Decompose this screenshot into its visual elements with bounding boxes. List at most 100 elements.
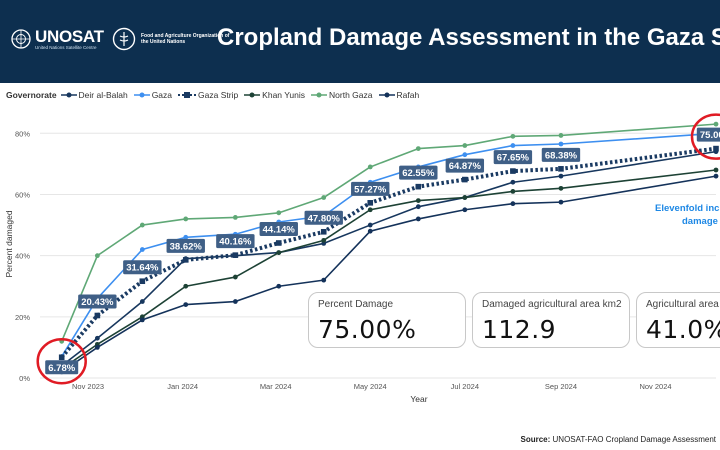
data-point-khan-yunis xyxy=(183,283,189,289)
data-label: 68.38% xyxy=(545,150,578,161)
data-point-gaza xyxy=(183,234,189,240)
data-point-gaza-strip xyxy=(510,168,516,174)
data-label-bg xyxy=(445,158,485,173)
legend-label: Deir al-Balah xyxy=(78,90,128,100)
percent-damage-card: Percent Damage 75.00% xyxy=(308,292,466,348)
data-point-khan-yunis xyxy=(276,250,282,255)
data-point-gaza-strip xyxy=(94,312,101,319)
data-label-bg xyxy=(493,150,533,165)
y-tick-label: 60% xyxy=(15,190,30,199)
data-point-gaza-strip xyxy=(275,240,282,246)
y-tick-label: 0% xyxy=(19,374,30,383)
data-point-rafah xyxy=(713,173,719,179)
legend-item-rafah[interactable]: Rafah xyxy=(378,90,420,100)
legend-item-deir-al-balah[interactable]: Deir al-Balah xyxy=(60,90,128,100)
data-point-gaza-strip xyxy=(139,278,146,285)
agricultural-area-card: Agricultural area km2 41.0% xyxy=(636,292,720,348)
highlight-circle xyxy=(36,338,87,385)
data-label-bg xyxy=(259,221,298,236)
source-label: Source: xyxy=(520,435,551,444)
y-tick-label: 40% xyxy=(15,252,30,261)
data-point-rafah xyxy=(510,201,516,207)
unosat-logo: UNOSAT United Nations Satellite Centre xyxy=(10,24,104,54)
data-label: 64.87% xyxy=(449,161,482,172)
data-point-north-gaza xyxy=(510,133,516,139)
data-label-bg xyxy=(166,238,205,253)
data-label-bg xyxy=(45,360,79,375)
data-point-khan-yunis xyxy=(462,195,468,200)
source-text: UNOSAT-FAO Cropland Damage Assessment xyxy=(552,435,716,444)
data-point-rafah xyxy=(183,302,189,307)
data-point-deir-al-balah xyxy=(510,179,516,185)
legend-item-north-gaza[interactable]: North Gaza xyxy=(311,90,373,100)
data-label: 67.65% xyxy=(497,153,530,164)
data-label: 62.55% xyxy=(402,168,435,179)
data-label: 47.80% xyxy=(308,213,341,224)
chart-annotation: Elevenfold increase damage xyxy=(655,202,720,228)
data-point-north-gaza xyxy=(321,195,327,200)
data-point-rafah xyxy=(321,277,327,283)
card-value: 112.9 xyxy=(482,315,557,344)
data-label-bg xyxy=(541,147,581,162)
data-point-gaza-strip xyxy=(232,252,239,258)
data-label-bg xyxy=(304,210,343,225)
data-point-gaza-strip xyxy=(415,183,422,190)
x-tick-label: Nov 2023 xyxy=(72,382,104,391)
data-point-gaza-strip xyxy=(182,257,189,263)
fao-logo: Food and Agriculture Organization of the… xyxy=(112,27,231,51)
data-point-khan-yunis xyxy=(232,274,238,280)
data-point-khan-yunis xyxy=(558,185,564,191)
data-point-north-gaza xyxy=(713,121,719,127)
x-tick-label: Jul 2024 xyxy=(451,382,479,391)
data-point-rafah xyxy=(415,216,421,222)
y-axis-label: Percent damaged xyxy=(4,210,14,277)
data-point-rafah xyxy=(232,299,238,304)
data-label-bg xyxy=(216,234,255,249)
data-label: 31.64% xyxy=(126,263,159,274)
data-point-deir-al-balah xyxy=(415,204,421,210)
annotation-line-2: damage xyxy=(682,216,718,227)
card-label: Damaged agricultural area km2 xyxy=(482,299,622,310)
data-label-bg xyxy=(123,260,162,275)
data-point-deir-al-balah xyxy=(367,222,373,228)
legend-item-khan-yunis[interactable]: Khan Yunis xyxy=(244,90,305,100)
data-point-rafah xyxy=(462,207,468,213)
x-axis-label: Year xyxy=(410,394,427,404)
legend-label: North Gaza xyxy=(329,90,373,100)
data-point-deir-al-balah xyxy=(558,173,564,179)
data-point-rafah xyxy=(367,228,373,234)
legend-label: Gaza Strip xyxy=(198,90,239,100)
data-label-bg xyxy=(399,165,438,180)
x-tick-label: Sep 2024 xyxy=(545,382,577,391)
data-label: 44.14% xyxy=(263,224,296,235)
card-label: Percent Damage xyxy=(318,299,394,310)
data-label: 20.43% xyxy=(81,297,114,308)
data-point-north-gaza xyxy=(139,222,145,228)
legend-item-gaza[interactable]: Gaza xyxy=(133,90,172,100)
card-label: Agricultural area km2 xyxy=(646,299,720,310)
data-point-gaza xyxy=(558,141,564,147)
data-point-north-gaza xyxy=(94,253,100,259)
y-tick-label: 20% xyxy=(15,313,30,322)
data-point-north-gaza xyxy=(558,133,564,138)
data-label-bg xyxy=(696,127,720,142)
fao-emblem-icon xyxy=(112,27,136,51)
legend-marker-icon xyxy=(133,92,150,98)
legend-label: Rafah xyxy=(396,90,420,100)
chart-legend: Governorate Deir al-Balah Gaza Gaza Stri… xyxy=(6,88,425,102)
data-point-gaza-strip xyxy=(320,228,327,235)
card-value: 41.0% xyxy=(646,315,720,344)
data-label: 75.00% xyxy=(700,130,720,141)
data-label-bg xyxy=(78,294,117,309)
legend-marker-icon xyxy=(378,92,395,98)
unosat-logo-subtext: United Nations Satellite Centre xyxy=(35,44,97,50)
legend-marker-icon xyxy=(178,92,197,98)
legend-marker-icon xyxy=(244,92,261,98)
x-tick-label: Nov 2024 xyxy=(639,382,671,391)
data-point-khan-yunis xyxy=(415,198,421,203)
x-tick-label: Mar 2024 xyxy=(260,382,292,391)
data-point-khan-yunis xyxy=(321,237,327,243)
data-point-gaza-strip xyxy=(713,145,719,152)
data-point-gaza-strip xyxy=(367,200,374,206)
legend-item-gaza-strip[interactable]: Gaza Strip xyxy=(178,90,238,100)
